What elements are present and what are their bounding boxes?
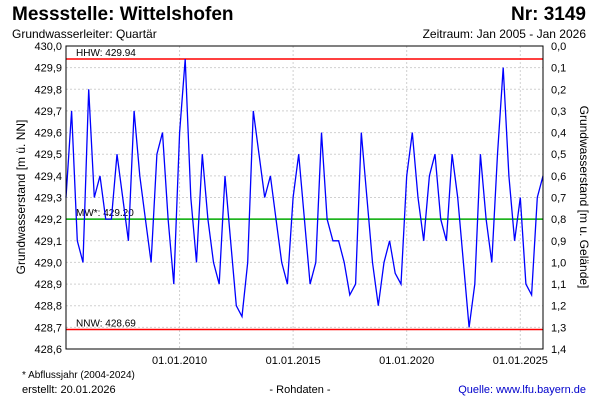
y-tick-label-left: 430,0	[34, 41, 62, 53]
y-tick-label-left: 429,0	[34, 257, 62, 269]
tick-layer: 430,0 0,0 429,9 0,1 429,8 0,2 429,7 0,3 429,6 0,4…	[34, 41, 566, 367]
data-type-label: - Rohdaten -	[269, 384, 331, 396]
plot-frame	[65, 45, 544, 350]
y-tick-label-left: 429,1	[34, 236, 62, 248]
x-tick-label: 01.01.2010	[152, 355, 207, 367]
station-number: Nr: 3149	[511, 4, 586, 25]
y-tick-label-left: 428,7	[34, 322, 62, 334]
y-tick-label-right: 0,6	[551, 171, 566, 183]
y-tick-label-right: 0,3	[551, 106, 566, 118]
page-title: Messstelle: Wittelshofen	[12, 4, 234, 25]
y-tick-label-right: 0,1	[551, 63, 566, 75]
x-tick-label: 01.01.2020	[379, 355, 434, 367]
x-tick-label: 01.01.2015	[266, 355, 321, 367]
y-tick-label-left: 428,6	[34, 344, 62, 356]
y-tick-label-left: 429,9	[34, 63, 62, 75]
y-tick-label-right: 0,9	[551, 236, 566, 248]
y-tick-label-right: 1,2	[551, 301, 566, 313]
y-axis-label-left: Grundwasserstand [m ü. NN]	[14, 120, 28, 275]
source-link[interactable]: Quelle: www.lfu.bayern.de	[458, 384, 586, 396]
y-tick-label-left: 428,9	[34, 279, 62, 291]
y-tick-label-right: 0,7	[551, 193, 566, 205]
y-tick-label-left: 429,2	[34, 214, 62, 226]
y-tick-label-right: 1,1	[551, 279, 566, 291]
grid-layer	[66, 45, 543, 350]
y-tick-label-right: 1,4	[551, 344, 566, 356]
reference-label: HHW: 429.94	[76, 48, 136, 59]
y-tick-label-left: 429,8	[34, 84, 62, 96]
y-tick-label-right: 0,2	[551, 84, 566, 96]
y-tick-label-left: 429,4	[34, 171, 62, 183]
period-label: Zeitraum: Jan 2005 - Jan 2026	[422, 27, 586, 41]
y-axis-label-right: Grundwasserstand [m u. Gelände]	[577, 106, 591, 289]
y-tick-label-right: 1,3	[551, 322, 566, 334]
y-tick-label-right: 1,0	[551, 257, 566, 269]
y-tick-label-right: 0,0	[551, 41, 566, 53]
aquifer-label: Grundwasserleiter: Quartär	[12, 27, 157, 41]
y-tick-label-left: 429,6	[34, 128, 62, 140]
y-tick-label-left: 428,8	[34, 301, 62, 313]
y-tick-label-left: 429,3	[34, 193, 62, 205]
y-tick-label-right: 0,4	[551, 128, 566, 140]
footnote: * Abflussjahr (2004-2024)	[22, 370, 135, 381]
series-layer	[65, 58, 544, 328]
y-tick-label-right: 0,5	[551, 149, 566, 161]
created-date: erstellt: 20.01.2026	[22, 384, 116, 396]
y-tick-label-left: 429,7	[34, 106, 62, 118]
x-tick-label: 01.01.2025	[493, 355, 548, 367]
y-tick-label-left: 429,5	[34, 149, 62, 161]
reference-label: NNW: 428.69	[76, 319, 136, 330]
series-line	[65, 58, 544, 328]
y-tick-label-right: 0,8	[551, 214, 566, 226]
